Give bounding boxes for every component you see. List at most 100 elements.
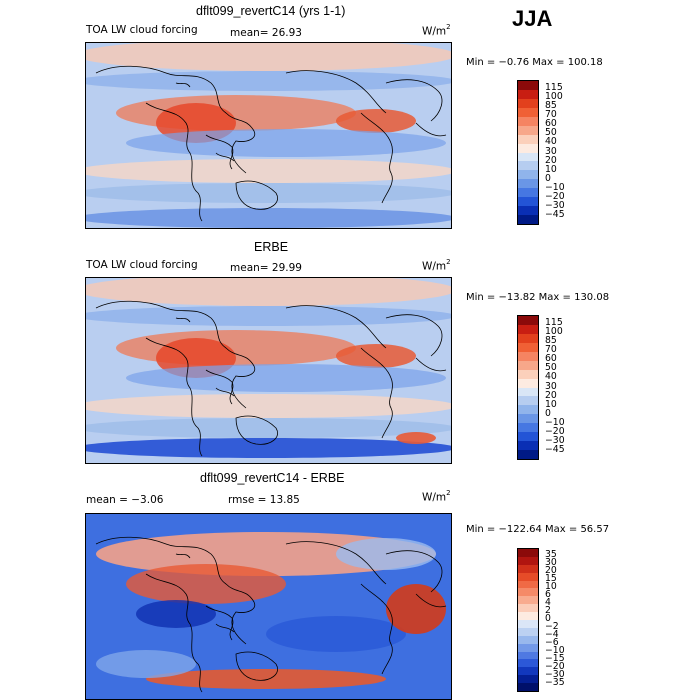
colorbar-swatch xyxy=(518,378,538,388)
colorbar-swatch xyxy=(518,170,538,180)
colorbar-swatch xyxy=(518,206,538,216)
colorbar-swatch xyxy=(518,627,538,636)
colorbar-swatch xyxy=(518,188,538,198)
colorbar-swatch xyxy=(518,107,538,117)
panel-3-mean-label: mean = −3.06 xyxy=(86,494,164,506)
colorbar-tick-label: 4 xyxy=(545,597,551,608)
colorbar-swatch xyxy=(518,604,538,613)
colorbar-tick-label: 20 xyxy=(545,154,557,166)
map-field xyxy=(86,278,451,463)
colorbar-tick-label: −35 xyxy=(545,677,565,688)
colorbar-tick-label: −6 xyxy=(545,637,559,648)
panel-3-map xyxy=(85,513,452,700)
panel-3-units: W/m2 xyxy=(422,489,451,504)
colorbar-swatch xyxy=(518,405,538,415)
colorbar-tick-label: 50 xyxy=(545,362,557,374)
panel-1-minmax: Min = −0.76 Max = 100.18 xyxy=(466,57,603,68)
colorbar-swatch xyxy=(518,651,538,660)
colorbar-tick-label: −30 xyxy=(545,434,565,446)
panel-3-title: dflt099_revertC14 - ERBE xyxy=(200,471,345,485)
colorbar-swatch xyxy=(518,324,538,334)
colorbar-tick-label: 10 xyxy=(545,398,557,410)
colorbar-swatch xyxy=(518,450,538,459)
colorbar-tick-label: −2 xyxy=(545,621,559,632)
panel-1-title: dflt099_revertC14 (yrs 1-1) xyxy=(196,4,346,18)
colorbar-swatch xyxy=(518,643,538,652)
colorbar-tick-label: −20 xyxy=(545,190,565,202)
colorbar-swatch xyxy=(518,396,538,406)
panel-1-colorbar xyxy=(517,80,539,225)
colorbar-tick-label: 20 xyxy=(545,389,557,401)
colorbar-tick-label: 2 xyxy=(545,605,551,616)
panel-1-variable-label: TOA LW cloud forcing xyxy=(86,24,198,36)
colorbar-swatch xyxy=(518,596,538,605)
colorbar-swatch xyxy=(518,667,538,676)
colorbar-swatch xyxy=(518,179,538,189)
colorbar-swatch xyxy=(518,588,538,597)
panel-3-minmax: Min = −122.64 Max = 56.57 xyxy=(466,524,610,535)
colorbar-tick-label: 85 xyxy=(545,100,557,112)
panel-2-mean-label: mean= 29.99 xyxy=(230,262,302,274)
colorbar-tick-label: −15 xyxy=(545,653,565,664)
colorbar-tick-label: −45 xyxy=(545,443,565,455)
colorbar-swatch xyxy=(518,369,538,379)
colorbar-tick-label: 115 xyxy=(545,317,563,329)
colorbar-swatch xyxy=(518,612,538,621)
colorbar-tick-label: 35 xyxy=(545,549,557,560)
colorbar-swatch xyxy=(518,89,538,99)
panel-2-variable-label: TOA LW cloud forcing xyxy=(86,259,198,271)
colorbar-tick-label: 30 xyxy=(545,557,557,568)
colorbar-tick-label: 85 xyxy=(545,335,557,347)
colorbar-swatch xyxy=(518,564,538,573)
colorbar-swatch xyxy=(518,423,538,433)
colorbar-tick-label: 15 xyxy=(545,573,557,584)
panel-1-units: W/m2 xyxy=(422,23,451,38)
colorbar-tick-label: 30 xyxy=(545,380,557,392)
colorbar-tick-label: 70 xyxy=(545,109,557,121)
colorbar-swatch xyxy=(518,351,538,361)
panel-3-colorbar xyxy=(517,548,539,692)
colorbar-swatch xyxy=(518,441,538,451)
colorbar-tick-label: −30 xyxy=(545,199,565,211)
colorbar-tick-label: −10 xyxy=(545,181,565,193)
panel-3-rmse-label: rmse = 13.85 xyxy=(228,494,300,506)
panel-2-title: ERBE xyxy=(254,240,289,254)
colorbar-tick-label: −10 xyxy=(545,645,565,656)
map-field xyxy=(86,514,451,699)
colorbar-swatch xyxy=(518,387,538,397)
colorbar-swatch xyxy=(518,432,538,442)
colorbar-tick-label: 10 xyxy=(545,163,557,175)
colorbar-swatch xyxy=(518,659,538,668)
colorbar-swatch xyxy=(518,98,538,108)
colorbar-swatch xyxy=(518,161,538,171)
colorbar-tick-label: 70 xyxy=(545,344,557,356)
panel-1-map xyxy=(85,42,452,229)
colorbar-tick-label: −10 xyxy=(545,416,565,428)
panel-1-mean-label: mean= 26.93 xyxy=(230,27,302,39)
colorbar-tick-label: 100 xyxy=(545,326,563,338)
colorbar-swatch xyxy=(518,556,538,565)
colorbar-swatch xyxy=(518,342,538,352)
colorbar-swatch xyxy=(518,683,538,692)
colorbar-tick-label: −45 xyxy=(545,208,565,220)
colorbar-tick-label: 40 xyxy=(545,136,557,148)
colorbar-swatch xyxy=(518,414,538,424)
colorbar-tick-label: 10 xyxy=(545,581,557,592)
colorbar-tick-label: −30 xyxy=(545,669,565,680)
panel-2-units: W/m2 xyxy=(422,258,451,273)
colorbar-tick-label: 0 xyxy=(545,172,551,184)
colorbar-tick-label: 40 xyxy=(545,371,557,383)
colorbar-tick-label: 115 xyxy=(545,82,563,94)
colorbar-swatch xyxy=(518,81,538,90)
colorbar-swatch xyxy=(518,197,538,207)
colorbar-tick-label: 0 xyxy=(545,407,551,419)
map-field xyxy=(86,43,451,228)
colorbar-swatch xyxy=(518,316,538,325)
colorbar-tick-label: 30 xyxy=(545,145,557,157)
colorbar-swatch xyxy=(518,116,538,126)
colorbar-swatch xyxy=(518,620,538,628)
colorbar-tick-label: 60 xyxy=(545,353,557,365)
colorbar-tick-label: 50 xyxy=(545,127,557,139)
colorbar-tick-label: 6 xyxy=(545,589,551,600)
colorbar-swatch xyxy=(518,152,538,162)
